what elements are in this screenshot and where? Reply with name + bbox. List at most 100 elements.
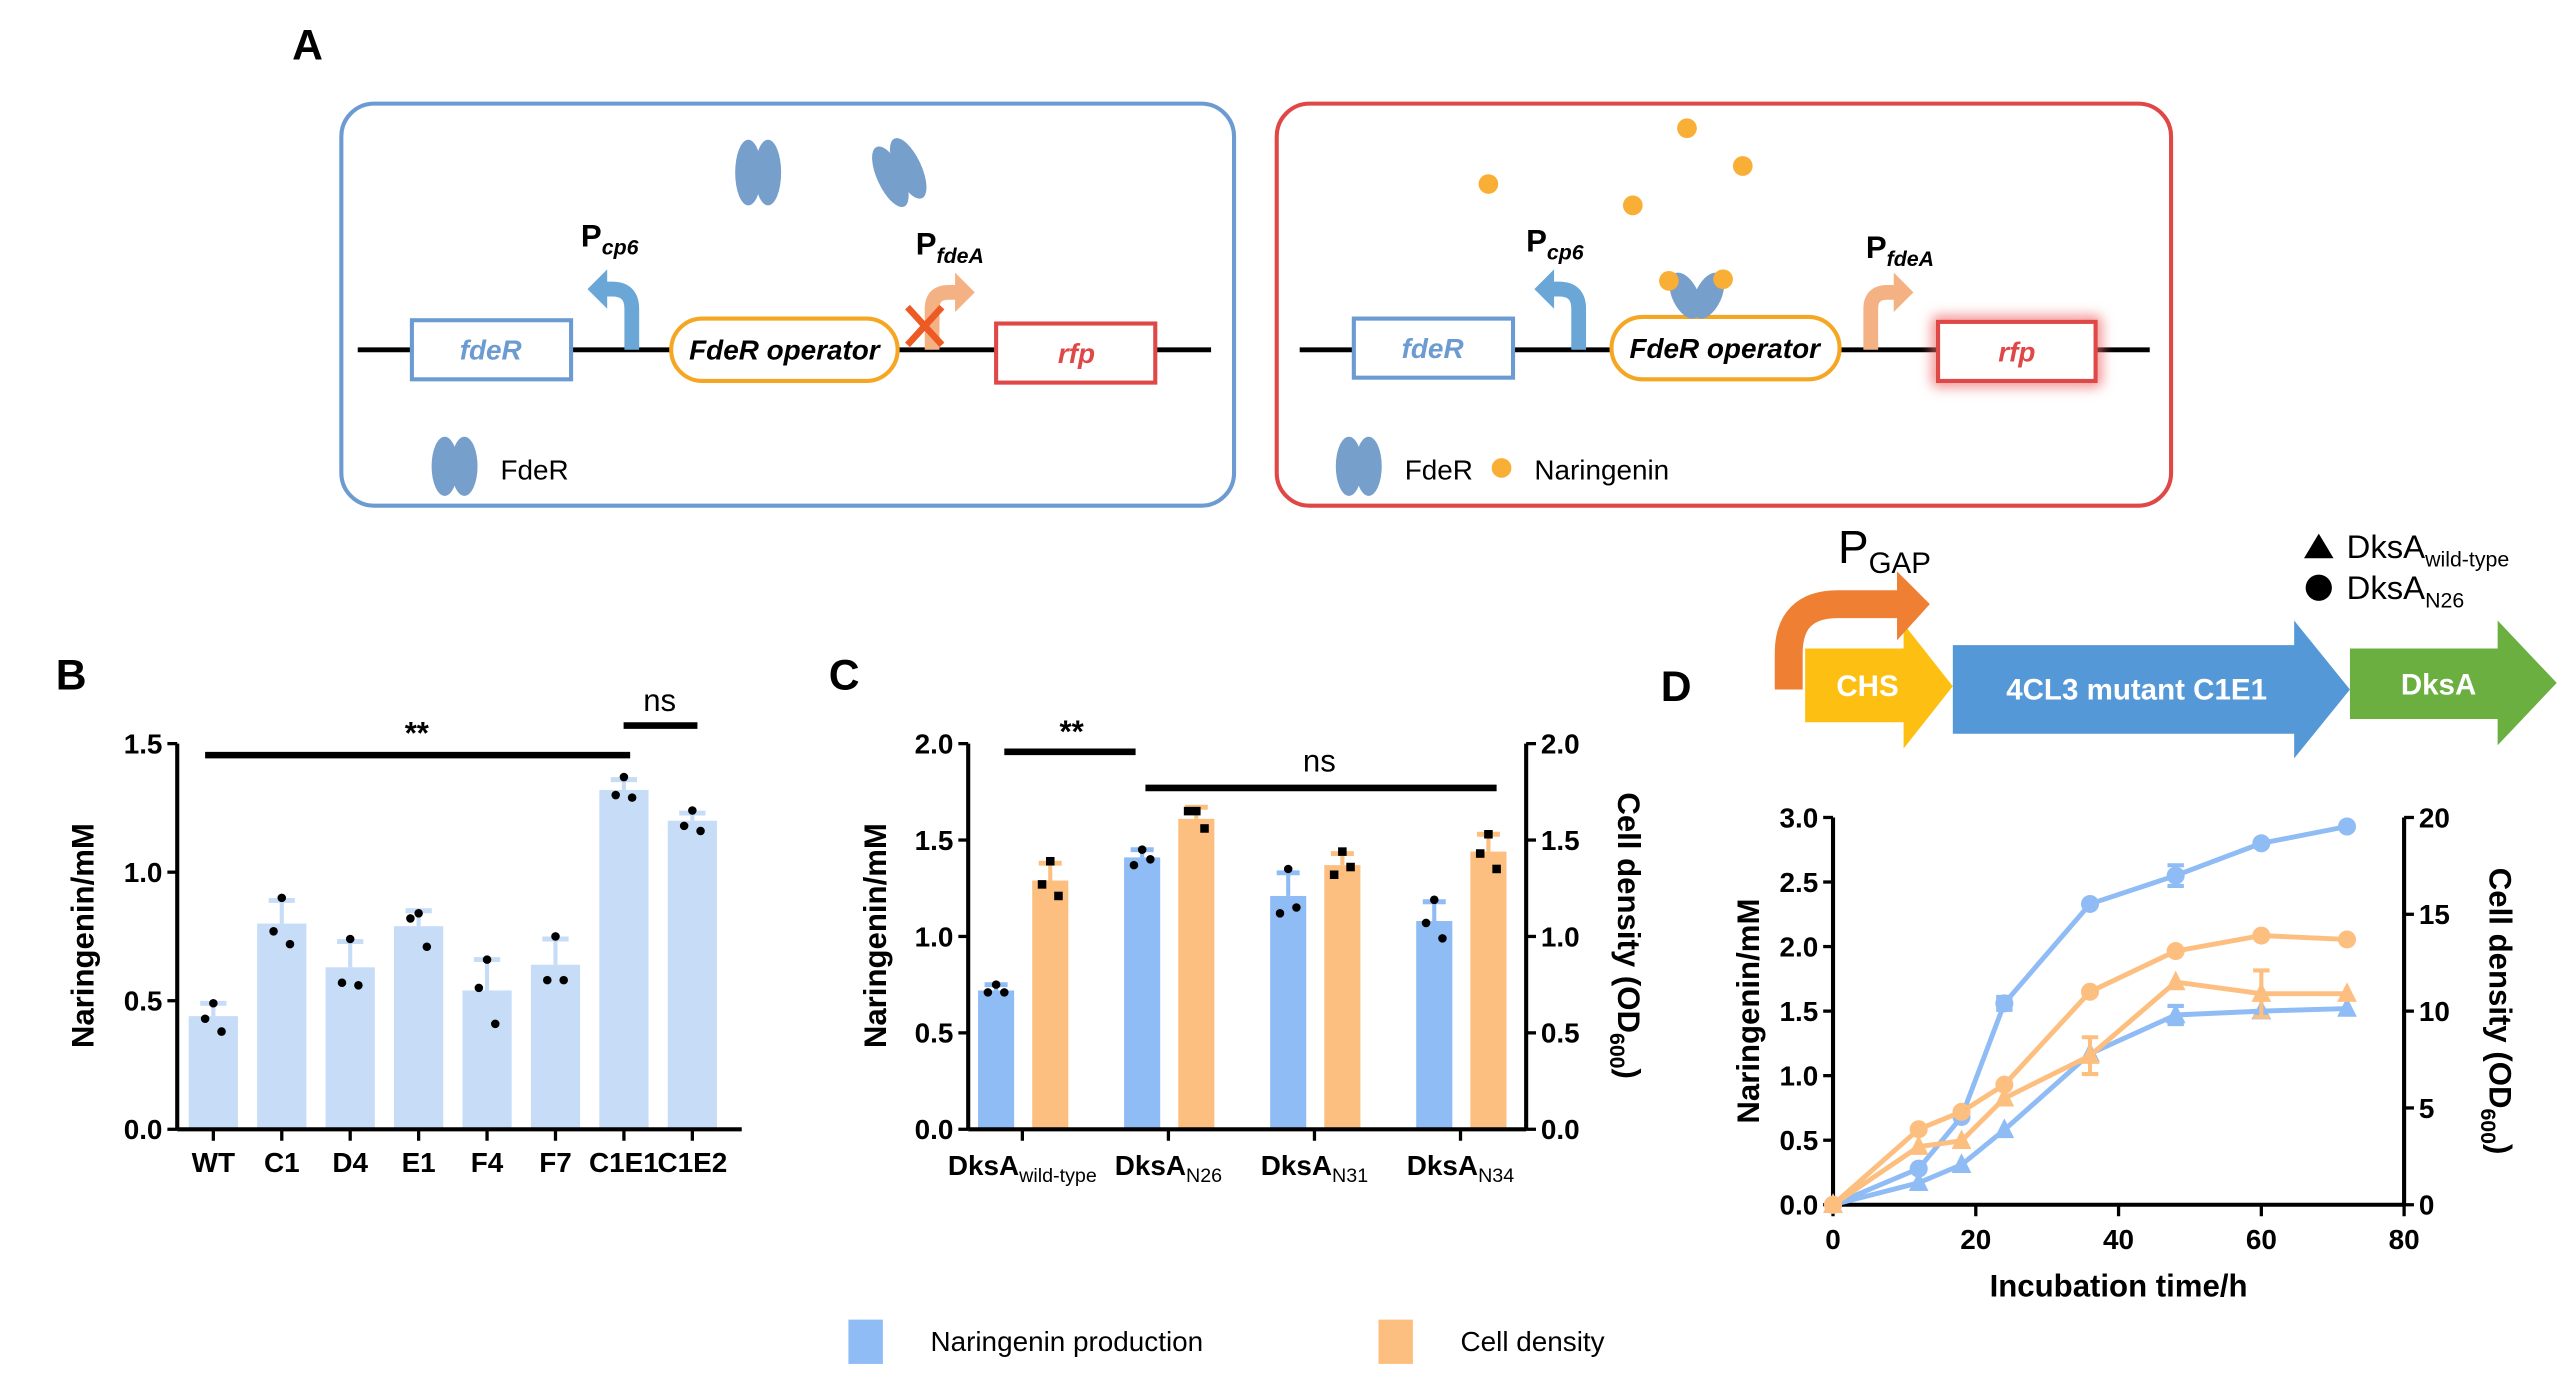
- data-point-circle: [1995, 994, 2014, 1013]
- panel-d-legend: DksAwild-type DksAN26: [2304, 528, 2509, 612]
- data-point: [200, 1014, 210, 1023]
- data-point-circle: [2080, 894, 2100, 913]
- y-tick-label: 1.0: [915, 921, 954, 952]
- data-point-circle: [1995, 1075, 2014, 1094]
- data-point-triangle: [1823, 1193, 1843, 1213]
- promoter-arrowhead: [955, 272, 975, 313]
- y-tick-label: 2.0: [915, 728, 954, 759]
- data-point: [354, 981, 363, 990]
- legend-n26: DksAN26: [2347, 569, 2465, 612]
- panel-label-b: B: [56, 651, 87, 699]
- y-tick-label: 1.5: [1779, 996, 1818, 1027]
- legend-naringenin-label: Naringenin: [1534, 454, 1669, 485]
- gene-dksa-label: DksA: [2401, 668, 2476, 701]
- gene-4cl3-label: 4CL3 mutant C1E1: [2006, 673, 2267, 706]
- x-tick-label: F7: [539, 1147, 572, 1178]
- promoter-arrow-fdea: [1863, 284, 1896, 350]
- data-point-circle: [2252, 834, 2271, 853]
- data-point-circle: [1952, 1102, 1971, 1121]
- promoter-cp6-label: Pcp6: [1526, 223, 1584, 264]
- gene-fder-label: fdeR: [1402, 333, 1464, 364]
- data-point: [1183, 806, 1193, 816]
- gene-rfp-box: [994, 321, 1158, 385]
- bar-naringenin: [978, 990, 1015, 1130]
- series-line: [1832, 1006, 2348, 1208]
- bar-cell-density: [1470, 851, 1507, 1130]
- gene-arrow-dksa: [2349, 620, 2557, 746]
- y-tick-label: 2.0: [1779, 931, 1818, 962]
- series-line: [1832, 824, 2348, 1208]
- y2-tick-label: 5: [2419, 1093, 2435, 1124]
- fder-protein-icon: [872, 138, 927, 207]
- data-point-triangle: [1994, 1118, 2015, 1139]
- bar-cell-density: [1324, 865, 1361, 1130]
- operator-box: [1609, 314, 1842, 382]
- data-point: [1000, 988, 1009, 997]
- bar-WT: [188, 1016, 238, 1130]
- panel-label-a: A: [292, 21, 323, 69]
- gene-fder-box: [1351, 316, 1516, 380]
- bar-cell-density: [1032, 880, 1069, 1130]
- y2-tick-label: 0.5: [1541, 1018, 1580, 1049]
- legend-wild-type: DksAwild-type: [2347, 528, 2510, 571]
- promoter-arrow-cp6: [603, 281, 640, 350]
- data-point: [406, 914, 415, 923]
- data-point: [991, 980, 1001, 989]
- x-tick-label: 20: [1960, 1224, 1991, 1255]
- cell-box-red: [1274, 101, 2174, 508]
- data-point: [1438, 934, 1447, 943]
- x-tick-label: C1: [264, 1147, 300, 1178]
- y-axis-title: Naringenin/mM: [66, 823, 101, 1048]
- data-point-circle: [2252, 926, 2271, 945]
- promoter-arrow-cp6: [1550, 281, 1587, 350]
- legend-fder-label: FdeR: [501, 454, 569, 485]
- data-point-triangle: [1908, 1135, 1929, 1155]
- x-tick-label: D4: [332, 1147, 368, 1178]
- x-tick-label: F4: [471, 1147, 504, 1178]
- significance-label: **: [1059, 714, 1084, 749]
- data-point: [1054, 891, 1063, 901]
- data-point: [559, 975, 568, 985]
- cell-box-blue: [339, 101, 1237, 508]
- significance-label: ns: [643, 683, 676, 718]
- data-point-triangle: [2080, 1044, 2100, 1064]
- operator-label: FdeR operator: [689, 335, 882, 366]
- y-tick-label: 1.5: [915, 825, 954, 856]
- data-point: [1292, 903, 1301, 912]
- bar-naringenin: [1416, 921, 1453, 1130]
- significance-label: ns: [1303, 744, 1336, 779]
- y-tick-label: 1.0: [1779, 1061, 1818, 1092]
- promoter-gap-arrow: [1774, 590, 1901, 690]
- data-point: [1137, 845, 1147, 854]
- data-point: [277, 893, 287, 903]
- data-point: [1037, 880, 1047, 889]
- y2-tick-label: 2.0: [1541, 728, 1580, 759]
- data-point: [1192, 806, 1201, 816]
- data-point: [414, 909, 423, 918]
- promoter-arrowhead: [587, 269, 608, 309]
- promoter-fdea-label: PfdeA: [916, 227, 984, 268]
- data-point: [1421, 918, 1431, 928]
- x-tick-label: C1E2: [657, 1147, 727, 1178]
- x-tick-label: 40: [2103, 1224, 2134, 1255]
- data-point: [679, 821, 689, 831]
- y2-tick-label: 1.0: [1541, 921, 1580, 952]
- data-point-circle: [2166, 942, 2185, 961]
- data-point: [1200, 824, 1209, 833]
- data-point: [345, 934, 355, 944]
- panel-label-d: D: [1661, 663, 1692, 711]
- data-point: [1429, 895, 1439, 905]
- legend-cell-density: Cell density: [1461, 1326, 1605, 1357]
- bar-E1: [394, 926, 444, 1130]
- data-point: [422, 942, 432, 951]
- y-tick-label: 0.0: [1779, 1190, 1818, 1221]
- chart-d: 0.0 0.5 1.0 1.5 2.0 2.5 3.0 0 5 10 15 20 0 20 40 60 80 In…: [1731, 802, 2517, 1303]
- series-cell-density-triangle: [1823, 968, 2357, 1213]
- fder-legend-icon: [431, 436, 478, 496]
- y-tick-label: 0.5: [915, 1018, 954, 1049]
- y2-axis-title: Cell density (OD600): [1605, 792, 1646, 1079]
- data-point: [490, 1019, 500, 1029]
- naringenin-molecule-icons: [1478, 118, 1753, 216]
- blocked-x-icon: [905, 304, 945, 348]
- data-point-triangle: [2165, 1003, 2186, 1024]
